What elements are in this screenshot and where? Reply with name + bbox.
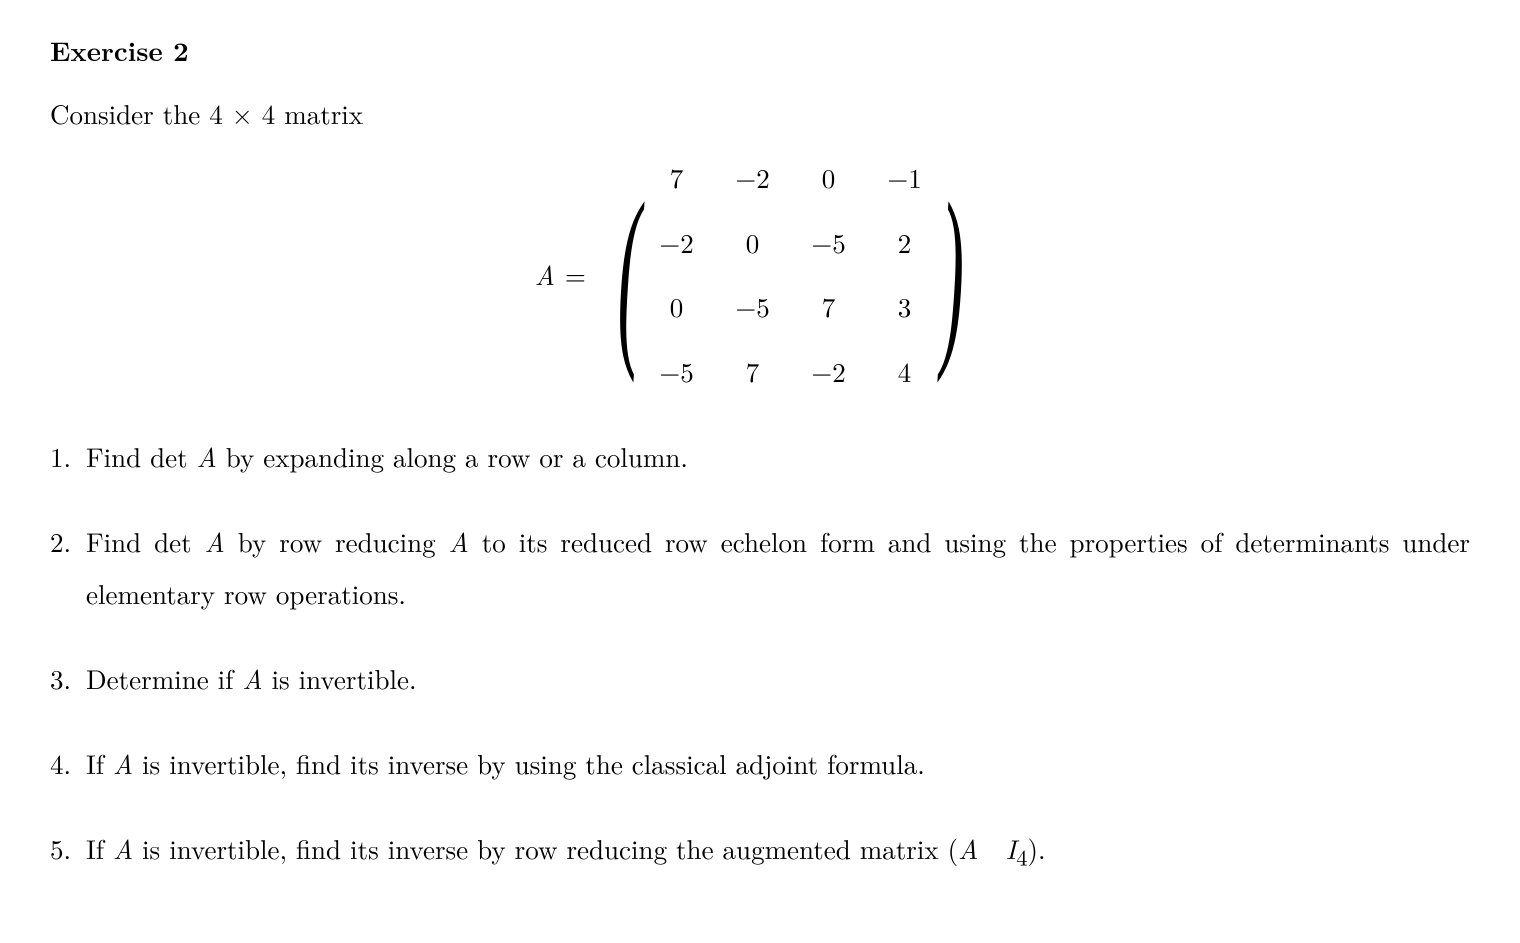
- matrix-cell: −1: [867, 145, 943, 210]
- right-paren-icon: ): [940, 174, 963, 374]
- matrix-cell: 7: [639, 145, 715, 210]
- question-item: Find det A by row reducing A to its redu…: [86, 516, 1470, 619]
- matrix-cell: −5: [639, 339, 715, 404]
- matrix-cell: −5: [791, 210, 867, 275]
- matrix-cell: 0: [639, 274, 715, 339]
- question-item: Find det A by expanding along a row or a…: [86, 431, 1470, 482]
- exercise-title: Exercise 2: [50, 30, 1470, 71]
- matrix-cell: −2: [791, 339, 867, 404]
- matrix-variable: A: [535, 254, 555, 295]
- questions-list: Find det A by expanding along a row or a…: [50, 431, 1470, 879]
- matrix-body: 7−20−1−20−520−573−57−24: [639, 145, 943, 403]
- matrix-cell: 4: [867, 339, 943, 404]
- intro-text: Consider the 4 × 4 matrix: [50, 93, 1470, 134]
- matrix-cell: 0: [791, 145, 867, 210]
- question-item: If A is invertible, find its inverse by …: [86, 823, 1470, 878]
- matrix-equation: A = ( 7−20−1−20−520−573−57−24 ): [50, 145, 1470, 403]
- matrix-cell: 3: [867, 274, 943, 339]
- left-paren-icon: (: [618, 174, 641, 374]
- matrix-cell: −2: [639, 210, 715, 275]
- question-item: If A is invertible, find its inverse by …: [86, 738, 1470, 789]
- matrix-cell: 0: [715, 210, 791, 275]
- matrix-cell: −2: [715, 145, 791, 210]
- equals-sign: =: [555, 254, 596, 295]
- question-item: Determine if A is invertible.: [86, 653, 1470, 704]
- matrix-cell: −5: [715, 274, 791, 339]
- matrix-cell: 7: [715, 339, 791, 404]
- matrix-cell: 7: [791, 274, 867, 339]
- matrix-cell: 2: [867, 210, 943, 275]
